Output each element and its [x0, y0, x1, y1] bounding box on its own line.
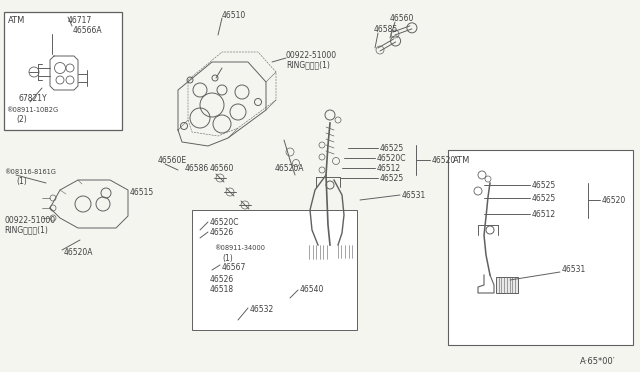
Text: 46717: 46717: [68, 16, 92, 25]
Text: 46525: 46525: [532, 180, 556, 189]
Text: 46525: 46525: [380, 173, 404, 183]
Bar: [192, 210, 357, 330]
Text: 46512: 46512: [377, 164, 401, 173]
Text: 46512: 46512: [532, 209, 556, 218]
Bar: [334, 245, 356, 258]
Text: 46586: 46586: [185, 164, 209, 173]
Text: 46532: 46532: [250, 305, 275, 314]
Bar: [496, 277, 518, 293]
Text: 00922-51000: 00922-51000: [286, 51, 337, 60]
Text: 46520C: 46520C: [377, 154, 406, 163]
Text: ATM: ATM: [8, 16, 26, 25]
Text: (1): (1): [222, 253, 233, 263]
Text: 46525: 46525: [532, 193, 556, 202]
Text: 46560: 46560: [390, 13, 414, 22]
Text: 46560: 46560: [210, 164, 234, 173]
Text: 46520A: 46520A: [275, 164, 305, 173]
Bar: [448, 150, 633, 345]
Text: 67821Y: 67821Y: [18, 93, 47, 103]
Text: 46531: 46531: [562, 266, 586, 275]
Text: 46531: 46531: [402, 190, 426, 199]
Text: RINGリング(1): RINGリング(1): [4, 225, 48, 234]
Text: 46520A: 46520A: [64, 247, 93, 257]
Text: 46567: 46567: [222, 263, 246, 273]
Text: RINGリング(1): RINGリング(1): [286, 61, 330, 70]
Text: 46520: 46520: [432, 155, 456, 164]
Text: 46520C: 46520C: [210, 218, 239, 227]
Text: 46585: 46585: [374, 25, 398, 33]
Text: (2): (2): [16, 115, 27, 124]
Text: 46520: 46520: [602, 196, 627, 205]
Text: ®08911-34000: ®08911-34000: [214, 245, 265, 251]
Text: 46526: 46526: [210, 228, 234, 237]
Text: ATM: ATM: [453, 155, 470, 164]
Text: 00922-51000: 00922-51000: [4, 215, 55, 224]
Text: A·65*00′: A·65*00′: [580, 357, 616, 366]
Text: 46560E: 46560E: [158, 155, 187, 164]
Text: 46566A: 46566A: [73, 26, 102, 35]
Text: (1): (1): [16, 176, 27, 186]
Text: 46518: 46518: [210, 285, 234, 295]
Text: 46525: 46525: [380, 144, 404, 153]
Text: ®08116-8161G: ®08116-8161G: [4, 169, 56, 175]
Bar: [4, 12, 122, 130]
Text: 46515: 46515: [130, 187, 154, 196]
Text: 46540: 46540: [300, 285, 324, 295]
Text: 46510: 46510: [222, 10, 246, 19]
Text: 46526: 46526: [210, 276, 234, 285]
Text: ®08911-10B2G: ®08911-10B2G: [6, 107, 58, 113]
Bar: [306, 245, 330, 259]
